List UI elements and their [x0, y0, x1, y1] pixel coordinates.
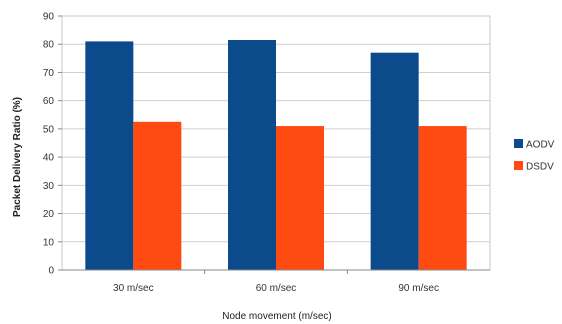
y-axis-label: Packet Delivery Ratio (%)	[12, 97, 23, 217]
x-tick-label: 60 m/sec	[256, 283, 297, 294]
axes	[58, 15, 491, 274]
tick-labels: 0 10 20 30 40 50 60 70 80 90 30 m/sec 60 m/sec 90 m/…	[43, 12, 439, 295]
bar-dsdv-2	[276, 126, 324, 270]
y-tick-label: 0	[48, 266, 54, 277]
bar-aodv-1	[85, 41, 134, 271]
x-tick-label: 30 m/sec	[113, 283, 154, 294]
y-tick-label: 80	[43, 40, 55, 51]
bars	[85, 39, 467, 271]
y-tick-label: 70	[43, 68, 55, 79]
legend-swatch-aodv	[514, 139, 523, 148]
y-tick-label: 10	[43, 237, 55, 248]
legend-label-dsdv: DSDV	[526, 162, 554, 173]
y-tick-label: 50	[43, 124, 55, 135]
legend-swatch-dsdv	[514, 161, 523, 170]
bar-dsdv-3	[418, 126, 467, 270]
x-tick-label: 90 m/sec	[398, 283, 439, 294]
x-axis-label: Node movement (m/sec)	[222, 311, 331, 322]
legend: AODV DSDV	[514, 139, 555, 173]
y-tick-label: 60	[43, 96, 55, 107]
legend-label-aodv: AODV	[526, 140, 555, 151]
y-tick-label: 30	[43, 181, 55, 192]
y-tick-label: 40	[43, 153, 55, 164]
bar-dsdv-1	[133, 121, 182, 270]
y-tick-label: 20	[43, 209, 55, 220]
bar-aodv-3	[370, 52, 419, 270]
y-tick-label: 90	[43, 12, 55, 23]
bar-aodv-2	[228, 39, 276, 270]
